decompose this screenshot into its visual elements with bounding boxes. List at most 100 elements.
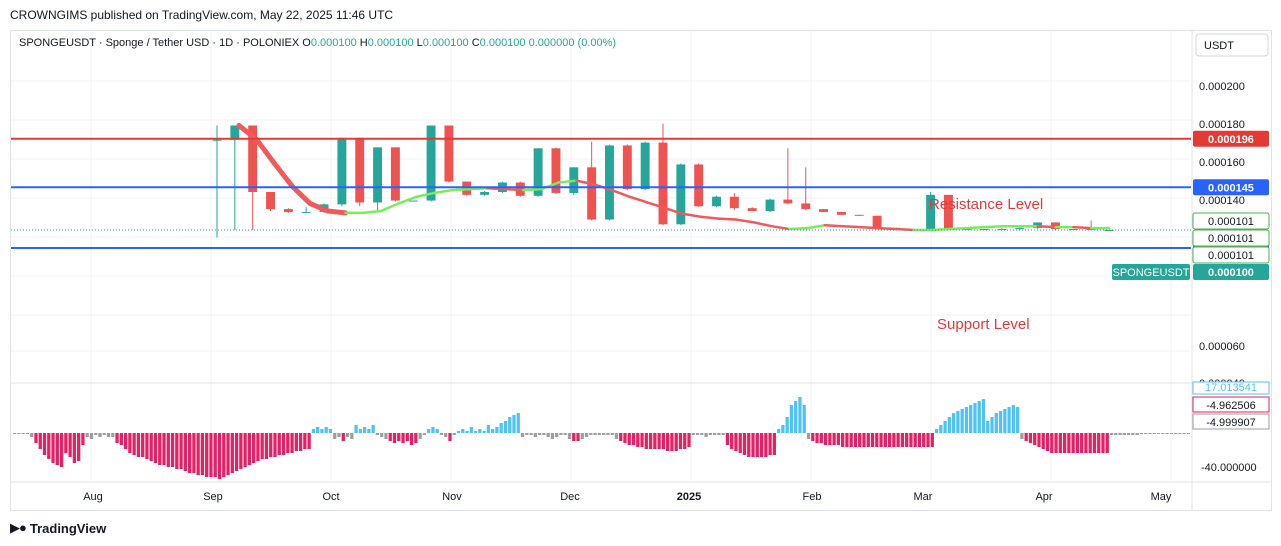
oscillator-bar [580,433,584,439]
oscillator-bar [409,433,414,445]
oscillator-bar [324,427,328,433]
oscillator-bar [1109,433,1114,435]
candle [551,147,561,194]
oscillator-bar [977,401,981,433]
candle [355,137,365,207]
oscillator-bar [661,433,666,449]
oscillator-bar [917,433,922,447]
ma-segment [379,202,401,213]
price-label-tag [1192,212,1270,230]
oscillator-bar [981,399,986,433]
ma-segment [504,187,525,192]
oscillator-bar [1016,407,1020,433]
ma-segment [628,195,649,204]
oscillator-histogram [13,397,1190,479]
candle-body [408,200,418,202]
oscillator-bar [106,433,111,437]
candle [444,125,454,183]
oscillator-bar [930,433,934,447]
footer-brand[interactable]: ▶● TradingView [10,520,106,536]
oscillator-bar [34,433,38,443]
oscillator-bar [619,433,623,441]
oscillator-bar [806,433,811,439]
oscillator-bar [567,433,572,439]
oscillator-bar [708,433,712,435]
oscillator-bar [1062,433,1067,453]
candle-body [819,209,829,212]
osc-label-text: 17.013541 [1205,382,1257,394]
legend-part: SPONGEUSDT · Sponge / Tether USD · 1D · … [19,37,302,49]
candle [926,192,936,230]
oscillator-bar [1084,433,1088,453]
oscillator-bar [128,433,132,453]
oscillator-bar [939,425,943,433]
candle [480,191,490,196]
oscillator-bar [687,433,691,447]
oscillator-bar [623,433,627,443]
oscillator-bar [38,433,42,449]
oscillator-bar [589,433,593,435]
oscillator-bar [503,421,508,433]
ma-segment [965,225,986,230]
oscillator-bar [1075,433,1080,453]
oscillator-bar [42,433,47,455]
oscillator-bar [341,433,345,441]
legend-part: L [417,37,423,49]
oscillator-bar [375,433,380,435]
ma-segment [876,226,898,231]
oscillator-bar [794,401,798,433]
oscillator-bar [85,433,89,437]
candle-body [248,125,258,192]
oscillator-bar [405,433,409,441]
oscillator-bar [25,433,30,434]
oscillator-bar [81,433,85,445]
oscillator-bar [879,433,883,447]
oscillator-bar [597,433,601,435]
oscillator-bar [290,433,294,453]
oscillator-bar [610,433,614,435]
candle-body [337,137,347,205]
candle-body [765,199,775,211]
oscillator-bar [333,433,337,439]
oscillator-bar [1058,433,1062,453]
oscillator-bar [1033,433,1037,445]
oscillator-bar [883,433,887,447]
oscillator-bar [1041,433,1045,449]
price-label-text: 0.000101 [1208,250,1254,262]
ma-segment [397,195,418,205]
oscillator-bar [452,433,456,435]
candle [712,195,721,208]
oscillator-bar [1131,433,1135,435]
oscillator-bar [798,397,802,433]
oscillator-bar [175,433,179,469]
grid-lines [11,31,1191,481]
oscillator-bar [307,433,311,449]
oscillator-bar [316,427,320,433]
oscillator-bar [832,433,836,445]
candle-body [426,125,436,201]
oscillator-bar [72,433,77,463]
oscillator-bar [990,417,994,433]
osc-label-text: -4.962506 [1206,400,1256,412]
ma-segment [930,227,951,232]
ma-segment [1036,224,1057,229]
time-tick-label: Nov [442,491,462,503]
key-level-tag [1193,179,1269,196]
candle [801,167,811,211]
oscillator-bar [947,417,951,433]
price-label-text: 0.000100 [1208,267,1254,279]
ma-segment [823,224,844,228]
price-label-tag [1192,229,1270,247]
ma-segment [681,212,702,218]
oscillator-bar [1169,433,1173,434]
oscillator-bar [401,433,405,443]
oscillator-bar [1144,433,1148,434]
oscillator-bar [192,433,196,473]
oscillator-bar [776,429,781,433]
oscillator-bar [738,433,742,453]
oscillator-bar [213,433,217,477]
resistance-annotation: Resistance Level [929,196,1043,213]
price-label-tag [1192,246,1270,264]
